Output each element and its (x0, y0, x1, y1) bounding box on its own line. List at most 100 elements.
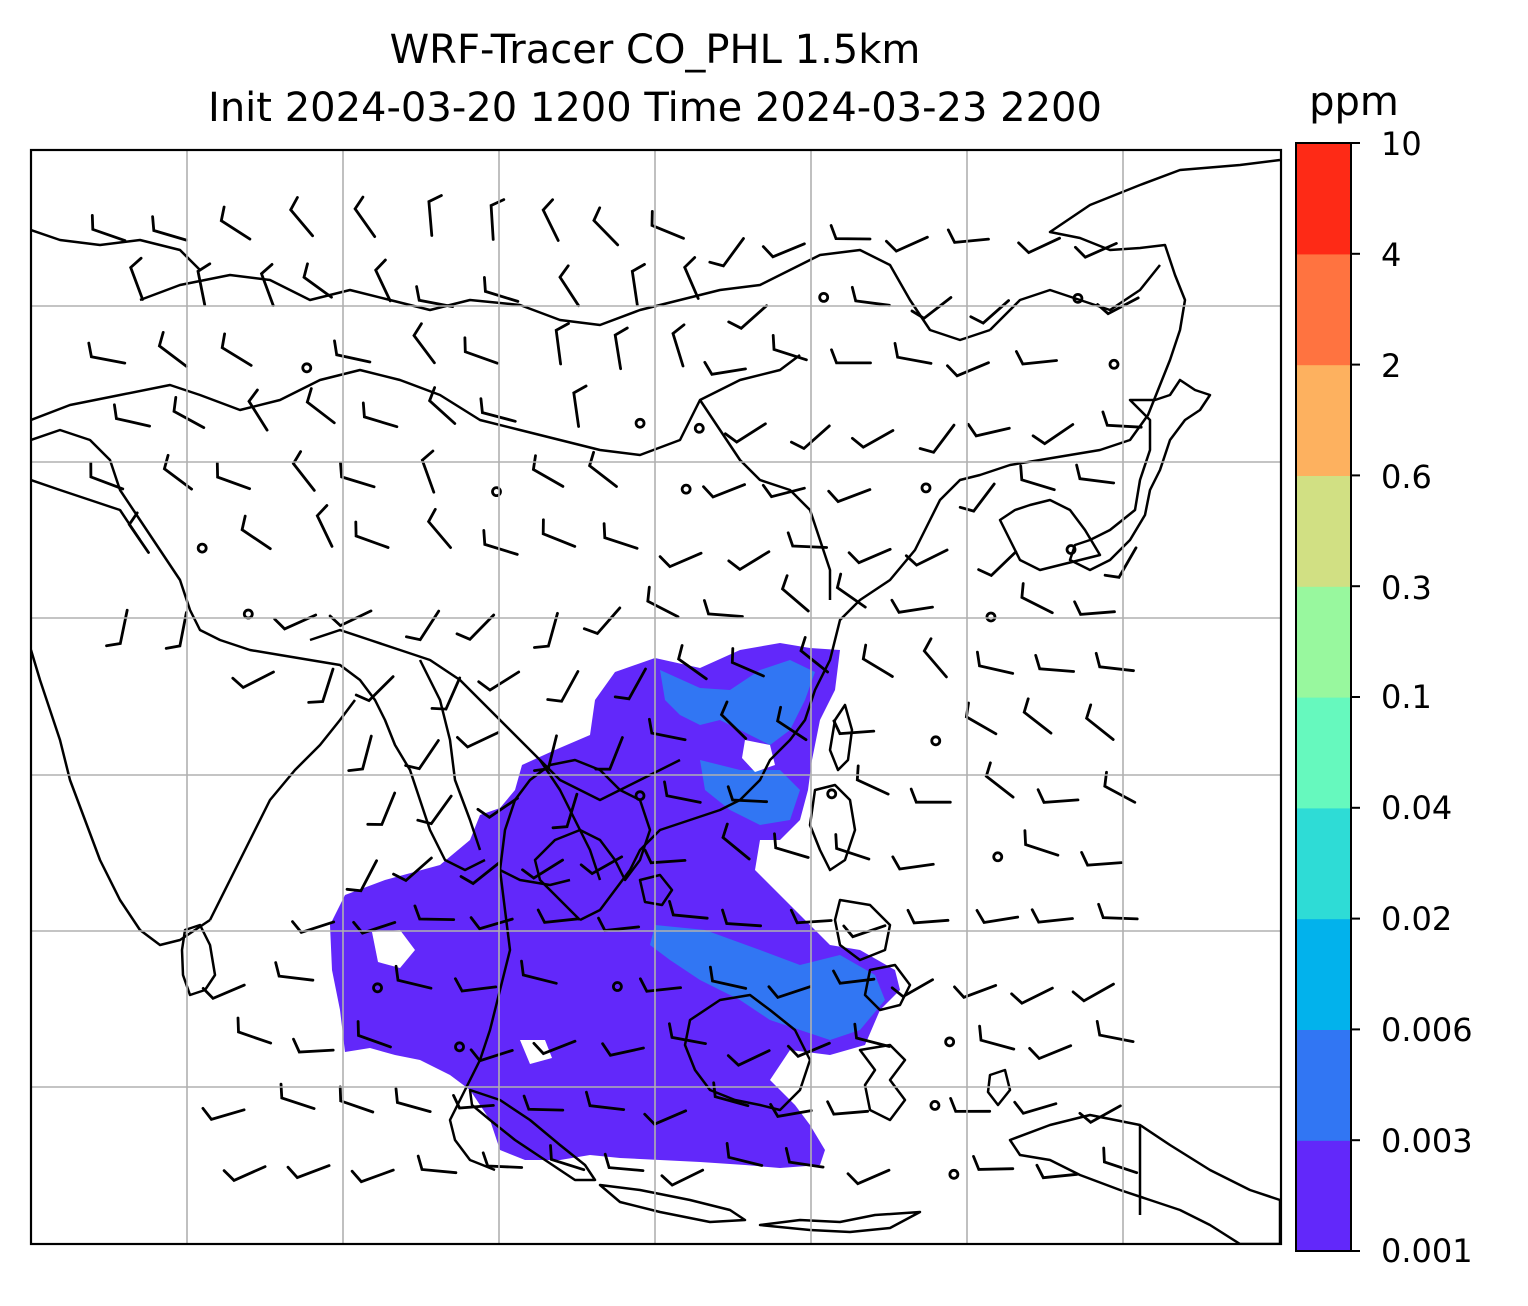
coastline-taiwan (828, 703, 854, 772)
wind-barb (481, 1151, 524, 1169)
wind-barb (521, 858, 564, 880)
wind-barb (1036, 788, 1080, 804)
calm-wind-marker (1108, 358, 1120, 370)
wind-barb (412, 322, 436, 365)
wind-barb (786, 1041, 831, 1058)
calm-wind-marker (634, 790, 646, 802)
wind-barb (969, 299, 1010, 325)
border-kazakhstan (31, 228, 201, 271)
wind-barb (1031, 423, 1075, 446)
wind-barb (546, 670, 580, 703)
wind-barb (769, 1103, 813, 1118)
wind-barb (1097, 902, 1139, 921)
wind-barb (846, 1168, 891, 1186)
wind-barb (893, 342, 933, 365)
wind-barb (827, 488, 872, 504)
wind-barb (477, 670, 521, 692)
wind-barb (906, 908, 950, 925)
wind-barb (972, 1155, 1015, 1171)
wind-barb (1084, 703, 1115, 741)
coastline-new-guinea (1008, 1113, 1281, 1244)
colorbar-segment (1296, 697, 1351, 809)
calm-wind-marker (301, 362, 313, 374)
wind-barb (771, 334, 808, 362)
wind-barb (305, 387, 336, 425)
border-myanmar (418, 659, 482, 851)
coastline-java (598, 1183, 747, 1224)
coastline-philippines-south (833, 898, 892, 962)
wind-barb (459, 861, 502, 886)
calm-wind-marker (611, 981, 623, 992)
wind-barb (315, 504, 334, 548)
wind-barb (286, 1164, 331, 1180)
plume-gap (372, 930, 415, 968)
wind-barb (522, 1094, 565, 1112)
wind-barb (776, 705, 808, 742)
wind-barb (151, 215, 188, 242)
wind-barb (292, 1037, 335, 1054)
calm-wind-marker (944, 1036, 956, 1048)
plume-mid-concentration-south (650, 925, 885, 1040)
calm-wind-marker (454, 1041, 465, 1053)
wind-barb (307, 667, 335, 704)
wind-barb (613, 667, 647, 701)
border-mongolia (139, 248, 991, 342)
wind-barb (976, 650, 1015, 675)
border-southeast-asia (309, 628, 681, 802)
wind-barb (354, 520, 390, 549)
wind-barb (536, 908, 580, 924)
wind-barb (479, 397, 517, 423)
wind-barb (851, 429, 895, 449)
colorbar-tick-label: 0.003 (1381, 1122, 1473, 1160)
wind-barb (855, 764, 890, 796)
wind-barb (87, 341, 127, 365)
calm-wind-marker (929, 1099, 941, 1111)
wind-barb (726, 1049, 771, 1067)
wind-barb (1030, 908, 1074, 924)
colorbar-segment (1296, 807, 1351, 920)
wind-barb (703, 360, 747, 376)
wind-barb (1102, 1146, 1139, 1175)
wind-barb (594, 736, 624, 771)
wind-barb (761, 242, 806, 259)
wind-barb (721, 908, 762, 928)
wind-barb (1096, 296, 1140, 316)
wind-barb (302, 262, 333, 299)
coastline-korea (998, 498, 1102, 572)
wind-barb (767, 985, 812, 1000)
colorbar-tick-label: 0.02 (1381, 900, 1453, 938)
wind-barb (922, 637, 948, 679)
calm-wind-marker (992, 851, 1004, 863)
wind-barb (890, 598, 934, 614)
colorbar-segment (1296, 143, 1351, 255)
coastline-sumatra (468, 1088, 597, 1182)
wind-barb (392, 856, 433, 883)
wind-barb (291, 450, 316, 492)
coastline-china-east (579, 158, 1281, 922)
wind-barb (113, 403, 151, 428)
colorbar-tick-label: 0.006 (1381, 1011, 1473, 1049)
colorbar-ticks (1351, 142, 1360, 1252)
calm-wind-marker (920, 482, 932, 494)
wind-barb (799, 636, 829, 674)
wind-barb (1019, 464, 1056, 492)
wind-barb (236, 1016, 273, 1045)
wind-barb (830, 348, 872, 365)
wind-barb (201, 1106, 246, 1122)
wind-barb (463, 336, 499, 365)
border-central-asia (31, 478, 142, 541)
wind-barb (727, 304, 768, 330)
wind-barb (172, 396, 206, 429)
wind-barb (404, 739, 440, 771)
wind-barb (1073, 600, 1116, 616)
wind-barb (1022, 697, 1053, 735)
wind-barb (660, 1168, 705, 1187)
border-china-interior (698, 399, 832, 600)
wind-barb (1034, 654, 1075, 673)
wind-barb (430, 676, 462, 711)
wind-barb (533, 734, 558, 772)
wind-barb (885, 235, 929, 253)
border-laos-vietnam (538, 759, 602, 881)
wind-barb (668, 1022, 707, 1045)
wind-barb (220, 332, 253, 367)
